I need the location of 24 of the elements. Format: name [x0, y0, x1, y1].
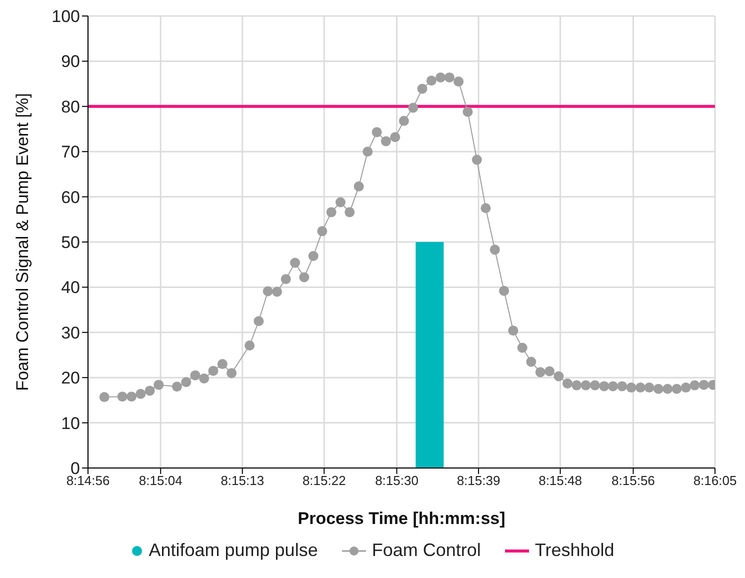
legend-label: Antifoam pump pulse [148, 540, 318, 561]
y-tick-label: 60 [61, 188, 80, 207]
x-tick-label: 8:14:56 [66, 473, 110, 488]
x-tick-label: 8:15:56 [612, 473, 655, 488]
x-tick-label: 8:16:05 [693, 473, 737, 488]
x-axis-title: Process Time [hh:mm:ss] [298, 509, 506, 528]
x-tick-label: 8:15:13 [220, 473, 264, 488]
legend-label: Treshhold [534, 540, 614, 561]
y-tick-label: 50 [61, 233, 80, 252]
x-tick-label: 8:15:30 [375, 473, 418, 488]
x-tick-label: 8:15:48 [538, 473, 582, 488]
x-tick-label: 8:15:04 [138, 473, 182, 488]
x-tick-label: 8:15:39 [456, 473, 500, 488]
y-tick-label: 10 [61, 414, 80, 433]
y-tick-label: 30 [61, 323, 80, 342]
y-tick-label: 90 [61, 52, 80, 72]
y-tick-label: 100 [52, 7, 80, 26]
y-axis-title: Foam Control Signal & Pump Event [%] [13, 93, 32, 391]
y-tick-label: 80 [61, 97, 80, 116]
x-tick-label: 8:15:22 [302, 473, 346, 488]
y-tick-label: 20 [61, 368, 80, 388]
y-tick-label: 40 [61, 278, 80, 298]
legend-label: Foam Control [372, 540, 481, 561]
y-tick-label: 70 [61, 142, 80, 162]
